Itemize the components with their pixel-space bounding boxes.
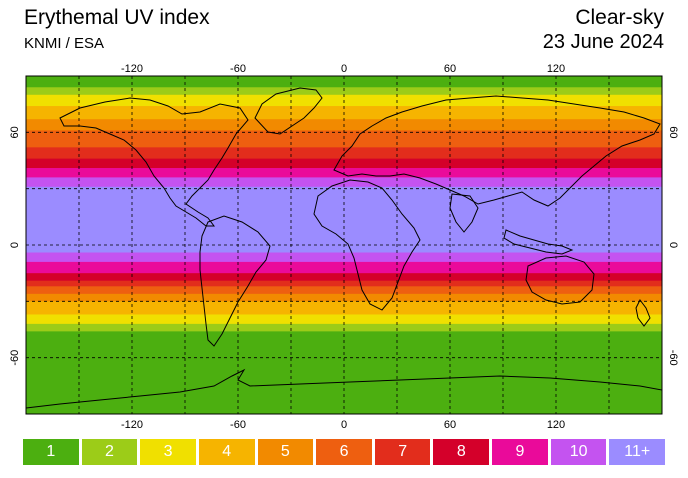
legend-label: 8 bbox=[456, 443, 466, 460]
legend-label: 1 bbox=[46, 443, 56, 460]
legend-swatch-5: 5 bbox=[257, 439, 314, 465]
uv-band-9 bbox=[26, 261, 662, 274]
north-america-coastline bbox=[59, 97, 249, 227]
legend-swatch-10: 10 bbox=[550, 439, 607, 465]
legend-swatch-7: 7 bbox=[374, 439, 431, 465]
uv-band-2 bbox=[26, 323, 662, 332]
greenland-coastline bbox=[254, 87, 323, 135]
legend-label: 6 bbox=[339, 443, 349, 460]
lon-tick-label-bottom: 0 bbox=[341, 419, 347, 431]
uv-band-5 bbox=[26, 293, 662, 302]
new-zealand-coastline bbox=[635, 299, 651, 327]
legend-swatch-6: 6 bbox=[316, 439, 372, 465]
lon-tick-label-top: 120 bbox=[547, 63, 565, 75]
uv-band-8 bbox=[26, 158, 662, 169]
legend-label: 11+ bbox=[624, 443, 651, 460]
eurasia-coastline bbox=[333, 95, 661, 207]
legend-swatch-11+: 11+ bbox=[609, 439, 666, 465]
uv-band-7 bbox=[26, 147, 662, 160]
legend-swatch-3: 3 bbox=[140, 439, 196, 465]
sky-condition: Clear-sky bbox=[575, 6, 664, 29]
legend-label: 7 bbox=[398, 443, 408, 460]
lat-tick-label-left: 60 bbox=[9, 126, 21, 138]
south-america-coastline bbox=[199, 215, 271, 347]
lat-tick-label-left: 0 bbox=[9, 242, 21, 248]
uv-band-2 bbox=[26, 87, 662, 96]
map-title: Erythemal UV index bbox=[24, 6, 210, 29]
map-frame bbox=[25, 75, 663, 415]
lat-tick-label-right: 0 bbox=[667, 242, 679, 248]
uv-band-7 bbox=[26, 280, 662, 287]
legend-swatch-9: 9 bbox=[492, 439, 548, 465]
uv-band-6 bbox=[26, 286, 662, 295]
map-source: KNMI / ESA bbox=[24, 35, 105, 52]
lon-tick-label-bottom: -120 bbox=[121, 419, 143, 431]
lon-tick-label-top: -60 bbox=[230, 63, 246, 75]
indonesia-coastline bbox=[503, 229, 574, 255]
legend-label: 9 bbox=[515, 443, 525, 460]
lat-tick-label-right: 60 bbox=[667, 126, 679, 138]
india-coastline bbox=[449, 193, 479, 233]
antarctica-coastline bbox=[25, 368, 663, 415]
lon-tick-label-bottom: 120 bbox=[547, 419, 565, 431]
lon-tick-label-top: 60 bbox=[444, 63, 456, 75]
legend-label: 3 bbox=[163, 443, 173, 460]
uv-band-3 bbox=[26, 314, 662, 325]
uv-legend: 1 2 3 4 5 6 7 8 9 10 11+ bbox=[23, 439, 666, 465]
lon-tick-label-bottom: -60 bbox=[230, 419, 246, 431]
legend-label: 5 bbox=[280, 443, 290, 460]
lon-tick-label-top: -120 bbox=[121, 63, 143, 75]
legend-swatch-8: 8 bbox=[433, 439, 490, 465]
uv-band-1 bbox=[26, 76, 662, 88]
legend-swatch-1: 1 bbox=[23, 439, 79, 465]
legend-label: 2 bbox=[105, 443, 114, 460]
lon-tick-label-bottom: 60 bbox=[444, 419, 456, 431]
lon-tick-label-top: 0 bbox=[341, 63, 347, 75]
australia-coastline bbox=[525, 255, 595, 305]
legend-label: 4 bbox=[222, 443, 232, 460]
uv-band-8 bbox=[26, 273, 662, 282]
map-date: 23 June 2024 bbox=[542, 31, 664, 53]
legend-swatch-2: 2 bbox=[81, 439, 138, 465]
lat-tick-label-left: -60 bbox=[9, 350, 21, 366]
legend-swatch-4: 4 bbox=[198, 439, 255, 465]
legend-label: 10 bbox=[569, 443, 588, 460]
lat-tick-label-right: -60 bbox=[667, 350, 679, 366]
